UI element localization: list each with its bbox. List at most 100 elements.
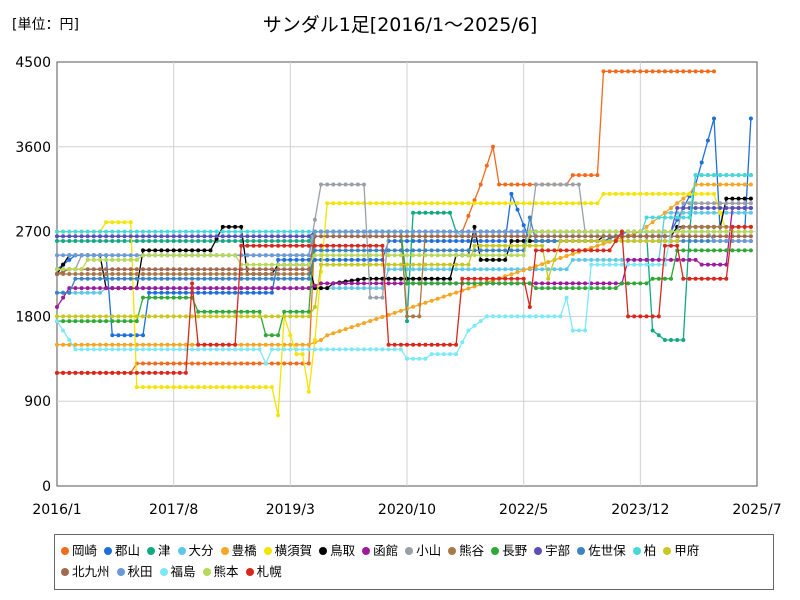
data-point (294, 257, 299, 262)
data-point (325, 234, 330, 239)
data-point (454, 267, 459, 272)
data-point (183, 229, 188, 234)
data-point (196, 253, 201, 258)
data-point (349, 257, 354, 262)
data-point (214, 309, 219, 314)
data-point (368, 253, 373, 258)
data-point (337, 234, 342, 239)
data-point (220, 272, 225, 276)
data-point (638, 191, 643, 196)
data-point (202, 267, 207, 272)
data-point (478, 234, 483, 239)
data-point (282, 234, 287, 239)
data-point (405, 342, 409, 347)
data-point (398, 262, 403, 267)
data-point (583, 281, 588, 286)
data-point (183, 295, 188, 300)
data-point (748, 224, 753, 229)
data-point (374, 201, 379, 206)
data-point (214, 342, 219, 347)
data-point (122, 276, 127, 281)
legend-label: 宇部 (545, 543, 571, 558)
data-point (98, 239, 102, 243)
data-point (257, 361, 262, 366)
data-point (67, 342, 72, 347)
data-point (134, 253, 139, 258)
data-point (589, 262, 594, 267)
data-point (159, 248, 164, 253)
data-point (552, 314, 557, 319)
data-point (484, 281, 489, 286)
data-point (269, 286, 274, 291)
data-point (589, 248, 594, 253)
data-point (521, 229, 526, 234)
data-point (245, 347, 250, 352)
data-point (349, 234, 354, 239)
data-point (435, 239, 440, 243)
data-point (233, 267, 238, 272)
data-point (104, 239, 109, 243)
data-point (220, 286, 225, 291)
data-point (85, 319, 90, 324)
data-point (251, 361, 256, 366)
data-point (699, 191, 704, 196)
data-point (196, 229, 201, 234)
data-point (153, 295, 158, 300)
data-point (693, 229, 698, 234)
data-point (521, 276, 526, 281)
data-point (681, 224, 686, 229)
data-point (362, 248, 366, 253)
data-point (355, 277, 360, 282)
data-point (595, 239, 600, 243)
data-point (177, 361, 182, 366)
data-point (564, 201, 569, 206)
legend-item: 柏 (632, 540, 656, 561)
data-point (748, 206, 753, 210)
data-point (515, 229, 520, 234)
data-point (177, 385, 182, 390)
data-point (294, 309, 299, 314)
data-point (245, 234, 250, 239)
data-point (527, 266, 532, 271)
data-point (576, 286, 581, 291)
data-point (466, 267, 471, 272)
legend-label: 佐世保 (588, 543, 626, 558)
data-point (429, 276, 434, 281)
data-point (61, 295, 66, 300)
data-point (319, 347, 323, 352)
data-point (355, 201, 360, 206)
data-point (392, 347, 397, 352)
data-point (183, 267, 188, 272)
legend-label: 横須賀 (274, 543, 313, 558)
data-point (576, 328, 581, 333)
data-point (202, 229, 207, 234)
data-point (269, 234, 274, 239)
data-point (718, 201, 723, 206)
data-point (208, 290, 213, 295)
data-point (362, 234, 366, 239)
x-tick-label: 2023/12 (611, 502, 669, 518)
data-point (405, 356, 409, 361)
data-point (546, 182, 551, 187)
data-point (98, 319, 102, 324)
data-point (122, 347, 127, 352)
data-point (165, 295, 170, 300)
data-point (85, 342, 90, 347)
data-point (110, 347, 115, 352)
data-point (171, 248, 176, 253)
data-point (576, 201, 581, 206)
data-point (619, 262, 624, 267)
data-point (429, 201, 434, 206)
data-point (484, 314, 489, 319)
legend-label: 甲府 (674, 543, 700, 558)
data-point (669, 215, 673, 220)
data-point (675, 206, 680, 210)
data-point (527, 305, 532, 309)
data-point (343, 262, 348, 267)
data-point (190, 347, 195, 352)
data-point (374, 347, 379, 352)
data-point (484, 229, 489, 234)
legend-item: 横須賀 (263, 540, 313, 561)
data-point (644, 229, 649, 234)
data-point (61, 319, 66, 324)
